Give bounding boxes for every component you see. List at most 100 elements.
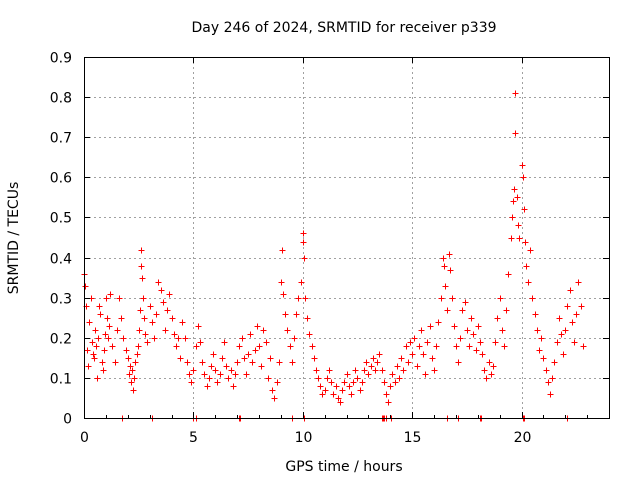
data-point: [293, 311, 300, 318]
data-point: [569, 319, 576, 326]
data-point: [324, 375, 331, 382]
data-point: [532, 311, 539, 318]
y-tick-label: 0.9: [50, 51, 72, 67]
data-point: [497, 295, 504, 302]
data-point: [100, 367, 107, 374]
data-point: [354, 375, 361, 382]
data-point: [457, 335, 464, 342]
data-point: [503, 307, 510, 314]
data-point: [91, 355, 98, 362]
data-point: [278, 279, 285, 286]
y-tick-label: 0.8: [50, 91, 72, 107]
data-point: [350, 379, 357, 386]
data-point: [383, 391, 390, 398]
data-point: [265, 375, 272, 382]
y-tick-label: 0.3: [50, 292, 72, 308]
data-point: [545, 379, 552, 386]
data-point: [137, 307, 144, 314]
data-point: [511, 186, 518, 193]
data-point: [289, 359, 296, 366]
y-tick-label: 0.2: [50, 332, 72, 348]
data-point: [301, 255, 308, 262]
data-point: [444, 307, 451, 314]
data-point: [488, 371, 495, 378]
data-point: [512, 130, 519, 137]
x-tick-labels: 0 5 10 15 20: [80, 430, 531, 446]
data-point: [453, 343, 460, 350]
data-point: [422, 371, 429, 378]
data-point: [311, 355, 318, 362]
data-point: [510, 198, 517, 205]
data-point: [508, 235, 515, 242]
data-point: [104, 315, 111, 322]
data-point: [368, 363, 375, 370]
data-point: [429, 355, 436, 362]
data-point: [85, 363, 92, 370]
data-point: [300, 239, 307, 246]
data-point: [416, 343, 423, 350]
data-point: [234, 359, 241, 366]
data-point: [477, 339, 484, 346]
data-point: [114, 327, 121, 334]
data-point: [315, 375, 322, 382]
data-point: [93, 343, 100, 350]
data-point: [142, 331, 149, 338]
data-point: [153, 311, 160, 318]
data-point: [549, 375, 556, 382]
data-point: [188, 379, 195, 386]
data-point: [282, 311, 289, 318]
data-point: [276, 359, 283, 366]
data-point: [442, 283, 449, 290]
data-point: [263, 339, 270, 346]
data-point: [280, 291, 287, 298]
data-point: [551, 359, 558, 366]
data-point: [300, 230, 307, 237]
data-point: [155, 279, 162, 286]
data-point: [459, 307, 466, 314]
data-point: [149, 319, 156, 326]
data-point: [376, 351, 383, 358]
data-point: [171, 331, 178, 338]
data-point: [118, 315, 125, 322]
data-point: [433, 343, 440, 350]
y-tick-label: 0.6: [50, 171, 72, 187]
data-point: [529, 295, 536, 302]
data-point: [179, 319, 186, 326]
data-point: [84, 347, 91, 354]
x-tick-label: 0: [80, 430, 89, 446]
data-point: [186, 371, 193, 378]
data-point: [169, 315, 176, 322]
data-point: [567, 287, 574, 294]
data-point: [374, 359, 381, 366]
data-point: [267, 355, 274, 362]
data-point: [147, 303, 154, 310]
data-point: [309, 343, 316, 350]
data-point: [322, 387, 329, 394]
data-point: [130, 387, 137, 394]
y-axis-label: SRMTID / TECUs: [6, 182, 22, 295]
data-point: [540, 355, 547, 362]
data-point: [466, 343, 473, 350]
data-point: [158, 287, 165, 294]
data-point: [470, 331, 477, 338]
data-point: [260, 327, 267, 334]
data-point: [86, 319, 93, 326]
data-point: [193, 343, 200, 350]
data-point: [392, 379, 399, 386]
data-point: [451, 323, 458, 330]
data-point: [164, 307, 171, 314]
data-point: [287, 343, 294, 350]
data-point: [212, 367, 219, 374]
x-tick-label: 20: [514, 430, 532, 446]
y-tick-label: 0.4: [50, 252, 72, 268]
data-point: [95, 335, 102, 342]
data-point: [405, 359, 412, 366]
data-point: [109, 343, 116, 350]
data-point: [326, 367, 333, 374]
data-point: [103, 295, 110, 302]
data-point: [420, 351, 427, 358]
data-point: [160, 299, 167, 306]
data-point: [223, 363, 230, 370]
data-point: [112, 359, 119, 366]
